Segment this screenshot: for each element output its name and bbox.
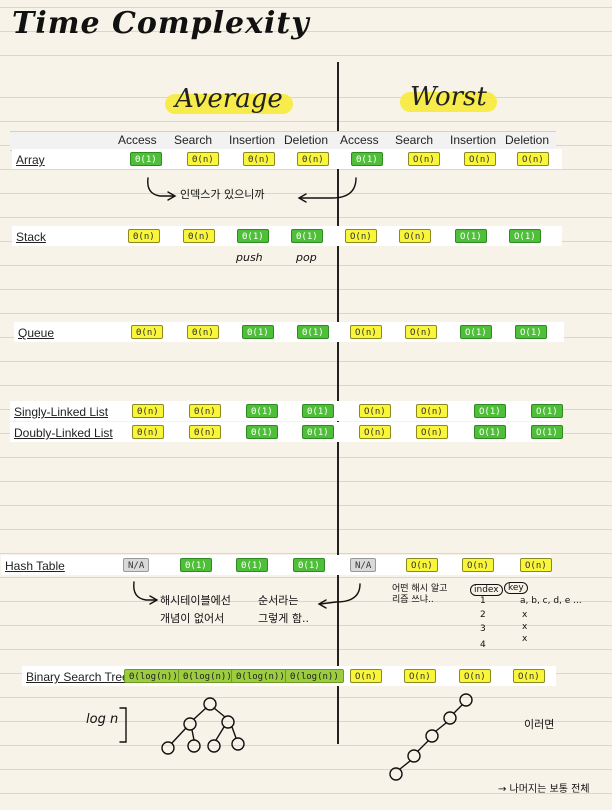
column-header: Access [118,133,157,147]
complexity-badge: O(1) [474,425,506,439]
complexity-badge: O(n) [416,425,448,439]
page-title: Time Complexity [12,6,310,41]
complexity-badge: Θ(n) [187,325,219,339]
index-value: 1 [480,596,486,606]
hash-note-1: 해시테이블에선 [160,594,231,607]
complexity-badge: N/A [123,558,150,572]
row-label[interactable]: Singly-Linked List [14,405,109,419]
complexity-badge: Θ(1) [180,558,212,572]
complexity-badge: Θ(1) [293,558,325,572]
complexity-badge: Θ(1) [302,425,334,439]
complexity-badge: O(n) [350,669,382,683]
column-header: Deletion [284,133,329,147]
key-label: key [504,582,528,594]
complexity-badge: O(n) [520,558,552,572]
complexity-badge: O(n) [459,669,491,683]
complexity-badge: Θ(1) [130,152,162,166]
complexity-badge: Θ(log(n)) [285,669,344,683]
complexity-badge: Θ(1) [291,229,323,243]
row-label[interactable]: Doubly-Linked List [14,426,113,440]
x-mark: x [522,610,528,620]
pop-note: pop [296,251,317,264]
bst-bottom-note: → 나머지는 보통 전체 [498,784,590,795]
complexity-badge: O(n) [405,325,437,339]
complexity-badge: Θ(n) [128,229,160,243]
complexity-badge: Θ(n) [132,425,164,439]
complexity-badge: Θ(n) [187,152,219,166]
complexity-badge: O(n) [462,558,494,572]
complexity-badge: Θ(n) [131,325,163,339]
complexity-badge: O(n) [416,404,448,418]
key-values: a, b, c, d, e ... [520,596,582,606]
complexity-badge: O(1) [531,404,563,418]
complexity-badge: Θ(log(n)) [178,669,237,683]
column-header: Search [395,133,434,147]
complexity-badge: Θ(n) [132,404,164,418]
index-label: index [470,584,503,596]
complexity-badge: O(1) [515,325,547,339]
complexity-badge: Θ(n) [189,404,221,418]
row-label[interactable]: Queue [18,326,55,340]
complexity-badge: O(n) [408,152,440,166]
complexity-badge: O(n) [399,229,431,243]
row-label[interactable]: Array [16,153,45,167]
logn-note: log n [86,712,119,727]
complexity-badge: O(n) [359,425,391,439]
complexity-badge: O(1) [474,404,506,418]
complexity-badge: Θ(n) [243,152,275,166]
row-label[interactable]: Stack [16,230,47,244]
complexity-badge: Θ(log(n)) [124,669,183,683]
column-header: Deletion [505,133,550,147]
complexity-badge: O(1) [455,229,487,243]
complexity-badge: O(1) [509,229,541,243]
complexity-badge: O(1) [460,325,492,339]
complexity-badge: O(n) [406,558,438,572]
complexity-badge: Θ(1) [246,425,278,439]
complexity-badge: O(n) [359,404,391,418]
complexity-badge: Θ(1) [302,404,334,418]
column-header: Search [174,133,213,147]
complexity-badge: Θ(1) [351,152,383,166]
complexity-badge: O(n) [404,669,436,683]
complexity-badge: Θ(n) [189,425,221,439]
column-header: Insertion [229,133,276,147]
complexity-badge: Θ(1) [236,558,268,572]
complexity-badge: Θ(1) [242,325,274,339]
push-note: push [236,251,263,264]
worst-heading: Worst [400,82,497,112]
complexity-badge: O(1) [531,425,563,439]
complexity-badge: Θ(n) [183,229,215,243]
complexity-badge: O(n) [345,229,377,243]
hash-note-3: 순서라는 [258,594,299,607]
hash-note-4: 그렇게 함.. [258,612,309,625]
hash-worst-note: 어떤 해시 알고리즘 쓰냐.. [392,584,448,605]
index-value: 3 [480,624,486,634]
complexity-badge: O(n) [517,152,549,166]
complexity-badge: Θ(1) [297,325,329,339]
complexity-badge: Θ(1) [237,229,269,243]
complexity-badge: N/A [350,558,377,572]
x-mark: x [522,634,528,644]
index-value: 2 [480,610,486,620]
column-header: Access [340,133,379,147]
average-heading: Average [165,84,293,114]
array-note: 인덱스가 있으니까 [180,188,265,201]
complexity-badge: Θ(n) [297,152,329,166]
bst-worst-note: 이러면 [524,718,555,731]
row-label[interactable]: Hash Table [5,559,65,573]
complexity-badge: O(n) [513,669,545,683]
column-header: Insertion [450,133,497,147]
row-label[interactable]: Binary Search Tree [26,670,129,684]
index-value: 4 [480,640,486,650]
hash-note-2: 개념이 없어서 [160,612,225,625]
complexity-badge: O(n) [464,152,496,166]
complexity-badge: Θ(1) [246,404,278,418]
complexity-badge: O(n) [350,325,382,339]
x-mark: x [522,622,528,632]
